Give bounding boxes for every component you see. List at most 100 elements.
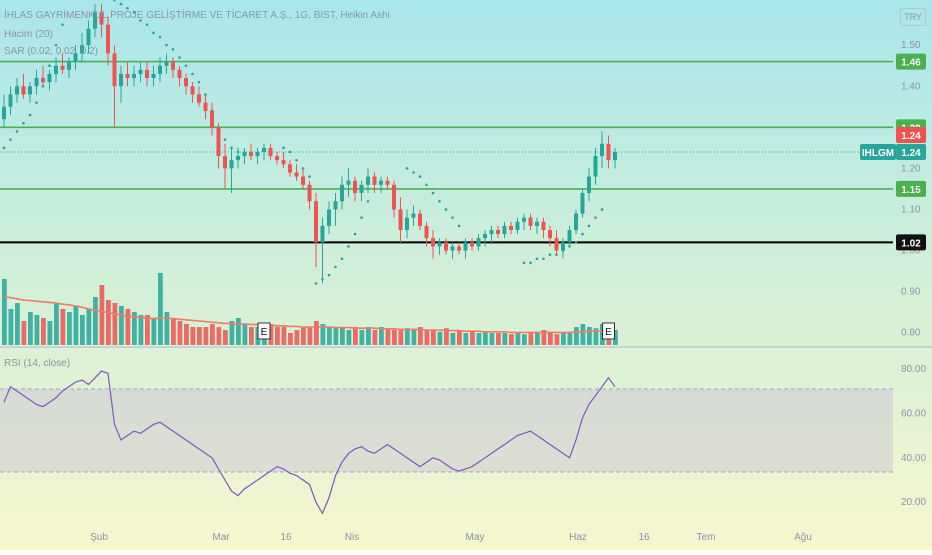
hline-tag-1.02-text: 1.02 [901, 238, 921, 249]
candle-body [177, 69, 182, 79]
time-tick-label: Nis [345, 532, 359, 543]
volume-bar [2, 279, 7, 345]
volume-bar [450, 333, 456, 345]
volume-bar [190, 327, 196, 345]
candle-body [418, 213, 422, 226]
time-tick-label: Tem [697, 532, 716, 543]
sar-legend[interactable]: SAR (0.02, 0.02, 0.2) [4, 46, 98, 57]
candle-body [21, 86, 26, 95]
volume-bar [99, 285, 105, 345]
rsi-axis[interactable]: 80.00 60.00 40.00 20.00 [901, 364, 926, 508]
volume-bar [171, 318, 176, 345]
candle-body [385, 180, 390, 185]
candle-body [509, 225, 513, 230]
volume-bar [580, 324, 586, 345]
volume-bar [385, 328, 391, 345]
candle-body [164, 61, 169, 66]
rsi-band-fill [0, 389, 893, 472]
rsi-line [3, 370, 616, 515]
volume-bar [431, 330, 436, 345]
volume-bar [8, 309, 14, 345]
candle-body [255, 151, 260, 157]
volume-bar [340, 327, 345, 345]
volume-bar [301, 327, 306, 345]
candle-body [242, 151, 247, 157]
sar-dot [353, 232, 357, 236]
sar-dot [9, 138, 12, 141]
volume-bar [392, 330, 397, 345]
sar-dot [145, 23, 149, 26]
candle-body [307, 184, 312, 202]
candle-body [405, 217, 409, 230]
ticker-price-tag: 1.24 [896, 143, 926, 160]
volume-bar [457, 330, 462, 345]
candle-body [145, 69, 149, 79]
volume-bar [470, 331, 475, 345]
candle-body [613, 151, 617, 161]
sar-dot [340, 257, 344, 261]
candle-body [379, 180, 383, 185]
price-tick-label: 1.50 [901, 40, 921, 51]
volume-bar [119, 306, 124, 345]
candle-body [567, 230, 572, 243]
rsi-legend[interactable]: RSI (14, close) [4, 358, 71, 369]
volume-bar [288, 333, 293, 345]
candle-body [288, 164, 292, 173]
candle-body [229, 160, 234, 169]
candle-body [340, 184, 344, 202]
hline-tag-1.15: 1.15 [896, 180, 926, 197]
time-axis[interactable]: Şub Mar 16 Nis May Haz 16 Tem Ağu [90, 532, 812, 543]
volume-bar [515, 333, 521, 345]
candle-body [262, 147, 266, 152]
volume-bar [86, 309, 92, 345]
price-tick-label: 1.00 [901, 246, 921, 257]
sar-dot [15, 130, 19, 133]
sar-dot [327, 273, 331, 277]
rsi-tick-label: 40.00 [901, 453, 926, 464]
candle-body [444, 242, 448, 251]
sar-dot [223, 138, 227, 141]
candle-body [203, 102, 208, 111]
candle-body [431, 238, 435, 247]
earnings-marker: E [602, 322, 615, 340]
candle-body [138, 69, 143, 74]
price-tick-label: 0.80 [901, 328, 921, 339]
sar-dot [347, 245, 350, 248]
sar-dot [35, 101, 38, 104]
candle-body [15, 86, 19, 95]
volume-bar [223, 330, 228, 345]
volume-bar [47, 321, 53, 345]
volume-bar [483, 331, 488, 345]
candle-body [99, 12, 104, 25]
candle-body [249, 151, 253, 157]
volume-bar [112, 303, 118, 345]
volume-bar [509, 334, 514, 345]
candle-body [496, 230, 500, 235]
ticker-price-tag-text: 1.24 [901, 148, 921, 159]
volume-bar [197, 327, 202, 345]
candle-body [359, 184, 364, 194]
candle-body [93, 12, 97, 29]
earnings-marker-box [257, 322, 271, 340]
sar-dot [444, 208, 448, 211]
candles-layer [2, 4, 617, 284]
sar-dot [587, 224, 591, 228]
volume-bar [307, 327, 313, 345]
candle-body [483, 234, 487, 239]
sar-dot [139, 19, 142, 22]
last-price-tag-box [896, 126, 926, 143]
volume-legend[interactable]: Hacim (20) [4, 29, 53, 40]
sar-dot [48, 64, 51, 68]
candle-body [223, 156, 227, 169]
ticker-tag: IHLGM [860, 143, 896, 160]
chart-title-legend[interactable]: İHLAS GAYRİMENKUL PROJE GELİŞTİRME VE Tİ… [4, 10, 390, 21]
candle-body [190, 86, 195, 95]
candle-body [580, 193, 585, 214]
volume-bar [41, 318, 46, 345]
volume-bar [236, 318, 241, 345]
currency-button[interactable]: TRY [900, 8, 926, 26]
ticker-tag-box [860, 143, 896, 160]
